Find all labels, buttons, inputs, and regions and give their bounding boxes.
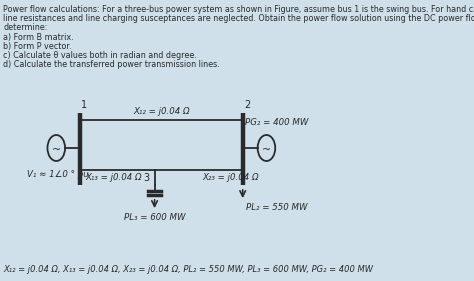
Text: X₁₂ = j0.04 Ω: X₁₂ = j0.04 Ω bbox=[133, 107, 190, 116]
Text: X₁₂ = j0.04 Ω, X₁₃ = j0.04 Ω, X₂₃ = j0.04 Ω, PL₂ = 550 MW, PL₃ = 600 MW, PG₂ = 4: X₁₂ = j0.04 Ω, X₁₃ = j0.04 Ω, X₂₃ = j0.0… bbox=[3, 265, 374, 274]
Text: X₁₃ = j0.04 Ω: X₁₃ = j0.04 Ω bbox=[85, 173, 142, 182]
Text: PL₂ = 550 MW: PL₂ = 550 MW bbox=[246, 203, 308, 212]
Text: line resistances and line charging susceptances are neglected. Obtain the power : line resistances and line charging susce… bbox=[3, 14, 474, 23]
Text: ~: ~ bbox=[52, 144, 61, 155]
Text: a) Form B matrix.: a) Form B matrix. bbox=[3, 33, 74, 42]
Text: PL₃ = 600 MW: PL₃ = 600 MW bbox=[124, 213, 185, 222]
Text: 2: 2 bbox=[245, 100, 251, 110]
Text: ~: ~ bbox=[262, 144, 271, 155]
Text: c) Calculate θ values both in radian and degree.: c) Calculate θ values both in radian and… bbox=[3, 51, 197, 60]
Text: V₁ ≈ 1∠0 ° pu: V₁ ≈ 1∠0 ° pu bbox=[27, 170, 89, 179]
Text: Power flow calculations: For a three-bus power system as shown in Figure, assume: Power flow calculations: For a three-bus… bbox=[3, 5, 474, 14]
Text: determine:: determine: bbox=[3, 23, 48, 32]
Text: 1: 1 bbox=[82, 100, 88, 110]
Text: X₂₃ = j0.04 Ω: X₂₃ = j0.04 Ω bbox=[202, 173, 259, 182]
Text: PG₂ = 400 MW: PG₂ = 400 MW bbox=[245, 118, 308, 127]
Text: d) Calculate the transferred power transmission lines.: d) Calculate the transferred power trans… bbox=[3, 60, 220, 69]
Text: b) Form P vector.: b) Form P vector. bbox=[3, 42, 72, 51]
Text: 3: 3 bbox=[143, 173, 149, 183]
